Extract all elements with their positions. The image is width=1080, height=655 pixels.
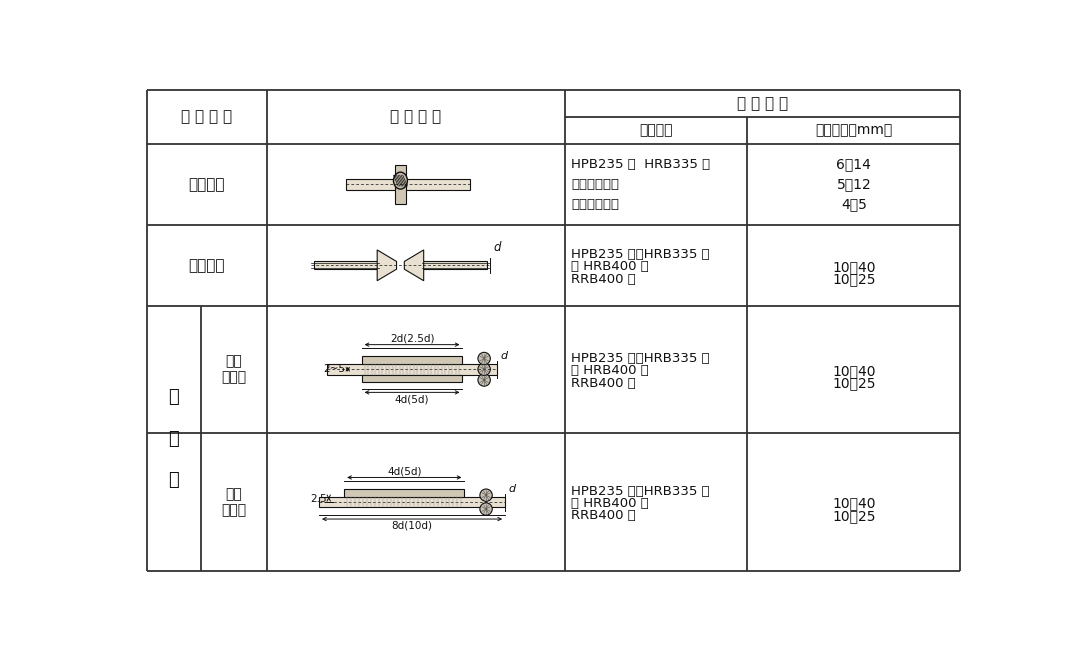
- Text: 电阻点焊: 电阻点焊: [188, 177, 225, 192]
- Text: 及 HRB400 级: 及 HRB400 级: [571, 497, 649, 510]
- Bar: [362, 356, 462, 364]
- Text: 冷拔光圆钢筋: 冷拔光圆钢筋: [571, 198, 619, 211]
- Text: 帮条
双面焊: 帮条 双面焊: [221, 354, 246, 384]
- Circle shape: [480, 503, 492, 515]
- Circle shape: [480, 489, 492, 501]
- Text: RRB400 级: RRB400 级: [571, 272, 636, 286]
- Text: 适 用 范 围: 适 用 范 围: [738, 96, 788, 111]
- Text: HPB235 级、HRB335 级: HPB235 级、HRB335 级: [571, 248, 710, 261]
- Text: 焊 接 方 法: 焊 接 方 法: [181, 109, 232, 124]
- Circle shape: [478, 363, 490, 375]
- Text: 10～40: 10～40: [832, 364, 876, 378]
- Text: 帮条
单面焊: 帮条 单面焊: [221, 487, 246, 517]
- Text: 4～5: 4～5: [841, 198, 867, 212]
- Text: 10～40: 10～40: [832, 260, 876, 274]
- Text: 接 头 形 式: 接 头 形 式: [390, 109, 442, 124]
- Bar: [345, 489, 464, 496]
- Text: 8d(10d): 8d(10d): [392, 521, 433, 531]
- Text: 2.5: 2.5: [310, 495, 326, 504]
- Text: HPB235 级、HRB335 级: HPB235 级、HRB335 级: [571, 485, 710, 498]
- Bar: [413, 261, 487, 269]
- Text: 5～12: 5～12: [836, 178, 872, 191]
- Text: 10～25: 10～25: [832, 272, 876, 286]
- Text: 10～25: 10～25: [832, 376, 876, 390]
- Circle shape: [478, 352, 490, 365]
- Text: HPB235 级、HRB335 级: HPB235 级、HRB335 级: [571, 352, 710, 365]
- Text: 10～25: 10～25: [832, 509, 876, 523]
- Text: 4d(5d): 4d(5d): [395, 394, 430, 404]
- Text: d: d: [494, 241, 501, 253]
- Text: 2d(2.5d): 2d(2.5d): [390, 333, 434, 343]
- Text: 2~5: 2~5: [323, 364, 346, 374]
- Text: 钢筋直径（mm）: 钢筋直径（mm）: [815, 124, 892, 138]
- Text: 及 HRB400 级: 及 HRB400 级: [571, 364, 649, 377]
- Text: HPB235 级  HRB335 级: HPB235 级 HRB335 级: [571, 158, 711, 171]
- Text: 10～40: 10～40: [832, 496, 876, 511]
- Text: 钢级级别: 钢级级别: [639, 124, 673, 138]
- Polygon shape: [377, 250, 396, 281]
- Text: 4d(5d): 4d(5d): [387, 466, 421, 476]
- Text: d: d: [509, 483, 515, 494]
- Bar: [362, 375, 462, 383]
- Text: 冷轧带肋钢筋: 冷轧带肋钢筋: [571, 178, 619, 191]
- Text: 电

弧

焊: 电 弧 焊: [168, 388, 179, 489]
- Bar: [395, 165, 406, 204]
- Bar: [347, 179, 470, 190]
- Text: 闪光对焊: 闪光对焊: [188, 258, 225, 273]
- Text: 及 HRB400 级: 及 HRB400 级: [571, 261, 649, 273]
- Bar: [319, 496, 505, 508]
- Bar: [327, 364, 497, 375]
- Text: 6～14: 6～14: [836, 157, 872, 171]
- Bar: [314, 261, 389, 269]
- Polygon shape: [404, 250, 423, 281]
- Text: RRB400 级: RRB400 级: [571, 377, 636, 390]
- Text: d: d: [500, 351, 508, 361]
- Circle shape: [478, 374, 490, 386]
- Text: RRB400 级: RRB400 级: [571, 510, 636, 523]
- Ellipse shape: [393, 172, 407, 189]
